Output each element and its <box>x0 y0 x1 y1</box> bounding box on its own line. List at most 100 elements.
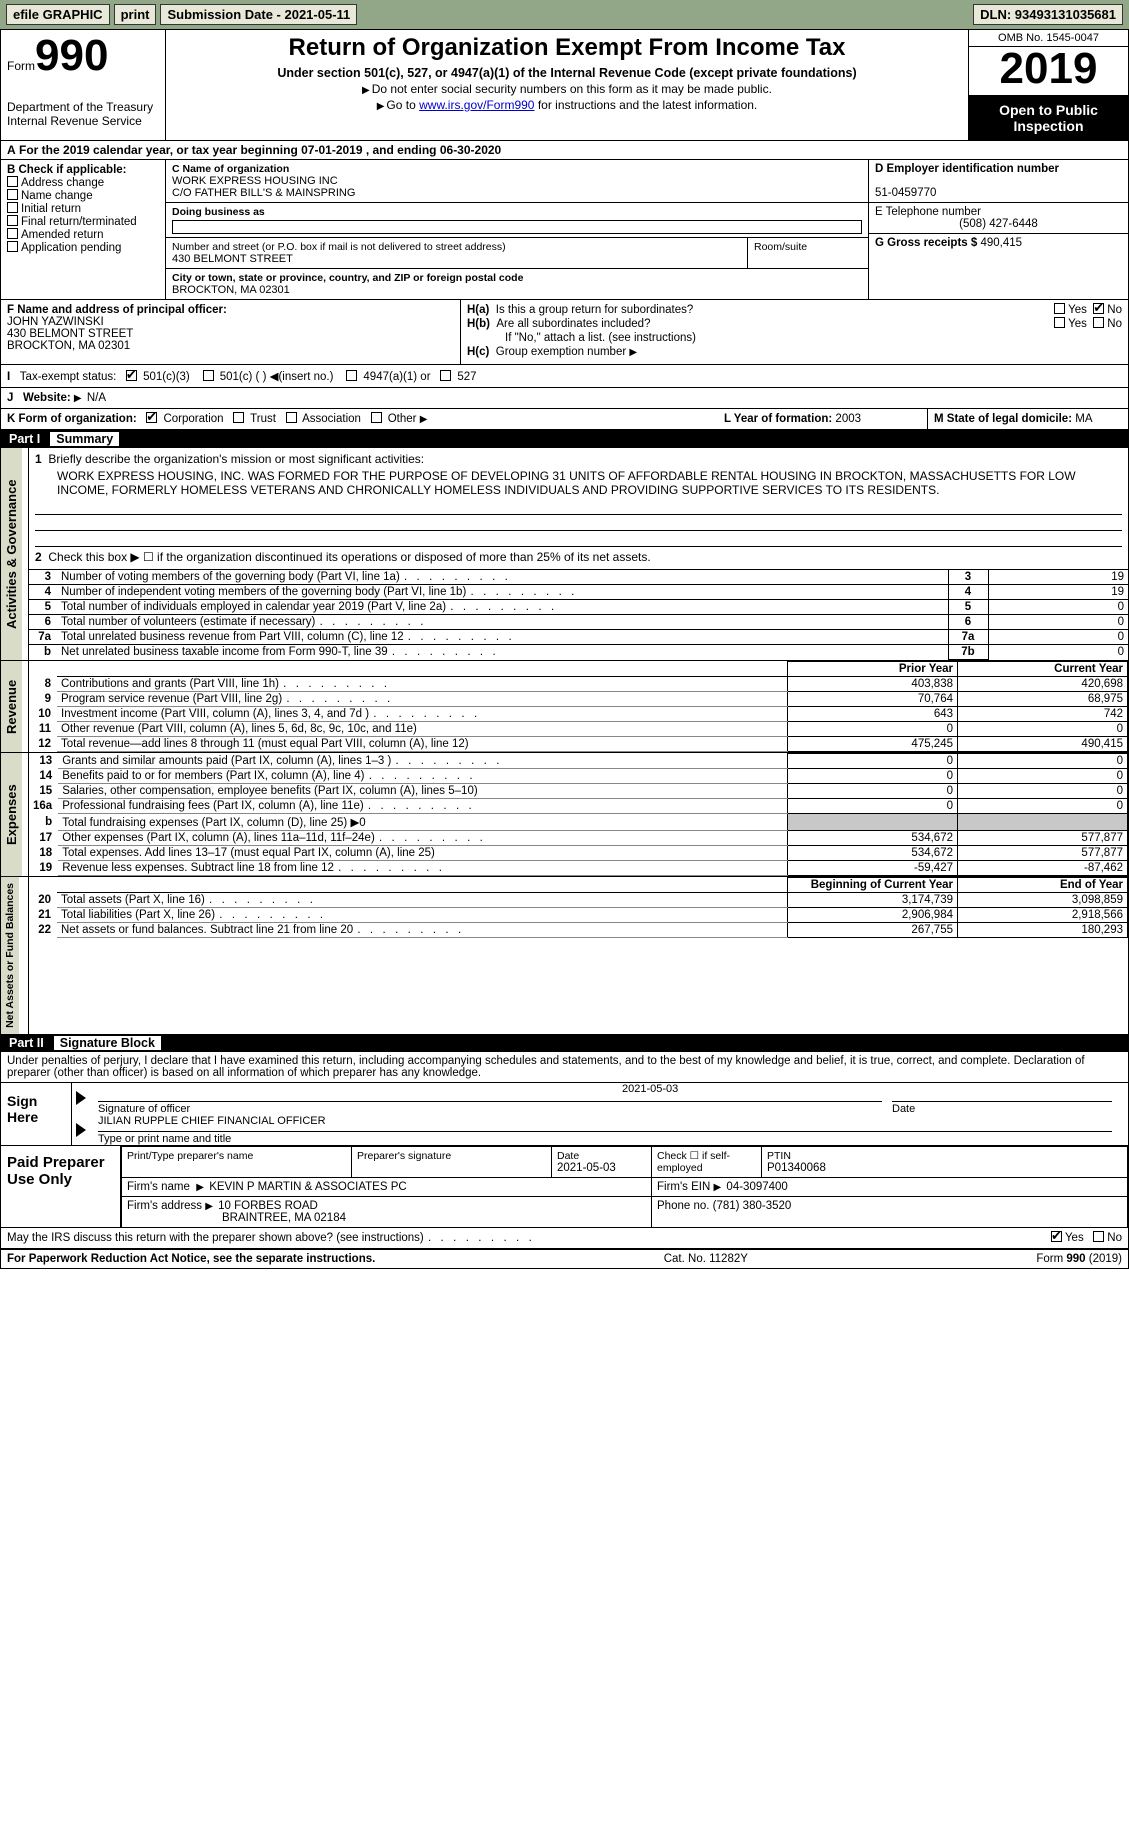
officer-name: JOHN YAZWINSKI <box>7 316 104 328</box>
open-to-public: Open to Public Inspection <box>969 96 1128 140</box>
year-formation: 2003 <box>835 413 861 425</box>
line-7b: Net unrelated business taxable income fr… <box>57 645 948 660</box>
cb-assoc[interactable] <box>286 412 297 423</box>
caret-icon <box>76 1123 86 1137</box>
print-button[interactable]: print <box>114 4 157 25</box>
cb-name-change[interactable] <box>7 189 18 200</box>
subtitle-2: Do not enter social security numbers on … <box>174 82 960 96</box>
sign-here-block: Sign Here Signature of officer Date 2021… <box>1 1082 1128 1145</box>
line-7a: Total unrelated business revenue from Pa… <box>57 630 948 645</box>
type-name-label: Type or print name and title <box>98 1131 1112 1145</box>
firm-addr1: 10 FORBES ROAD <box>218 1200 318 1212</box>
paid-preparer-label: Paid Preparer Use Only <box>1 1146 121 1227</box>
box-h: H(a) Is this a group return for subordin… <box>461 300 1128 364</box>
cb-other[interactable] <box>371 412 382 423</box>
cb-501c[interactable] <box>203 370 214 381</box>
cb-address-change[interactable] <box>7 176 18 187</box>
officer-name-title: JILIAN RUPPLE CHIEF FINANCIAL OFFICER <box>92 1115 1128 1127</box>
dept-treasury: Department of the Treasury <box>7 100 159 114</box>
net-assets-table: Beginning of Current YearEnd of Year 20T… <box>29 877 1128 938</box>
box-b-header: B Check if applicable: <box>7 164 159 176</box>
header-title-block: Return of Organization Exempt From Incom… <box>166 30 968 140</box>
city-label: City or town, state or province, country… <box>172 272 523 284</box>
dba-value <box>172 220 862 234</box>
val-7a: 0 <box>988 630 1128 645</box>
cb-initial-return[interactable] <box>7 202 18 213</box>
box-f: F Name and address of principal officer:… <box>1 300 461 364</box>
dln-label: DLN: 93493131035681 <box>973 4 1123 25</box>
expenses-table: 13Grants and similar amounts paid (Part … <box>29 753 1128 876</box>
cb-501c3[interactable] <box>126 370 137 381</box>
gross-receipts-label: G Gross receipts $ <box>875 237 977 249</box>
form-number-block: Form990 Department of the Treasury Inter… <box>1 30 166 140</box>
tab-net-assets: Net Assets or Fund Balances <box>1 877 19 1034</box>
line-a-tax-year: A For the 2019 calendar year, or tax yea… <box>1 141 1128 160</box>
officer-signature-line: Signature of officer <box>98 1101 882 1115</box>
cb-amended[interactable] <box>7 228 18 239</box>
line-2-label: Check this box ▶ ☐ if the organization d… <box>48 550 650 564</box>
cb-ha-yes[interactable] <box>1054 303 1065 314</box>
preparer-table: Print/Type preparer's name Preparer's si… <box>121 1146 1128 1227</box>
cb-discuss-yes[interactable] <box>1051 1231 1062 1242</box>
tab-governance: Activities & Governance <box>1 448 22 660</box>
activities-governance: Activities & Governance 1 Briefly descri… <box>1 448 1128 661</box>
val-6: 0 <box>988 615 1128 630</box>
part-1-header: Part I Summary <box>1 430 1128 448</box>
form-title: Return of Organization Exempt From Incom… <box>174 34 960 62</box>
h-a-label: Is this a group return for subordinates? <box>496 304 694 316</box>
tab-expenses: Expenses <box>1 753 22 876</box>
footer-left: For Paperwork Reduction Act Notice, see … <box>7 1253 375 1265</box>
form-number: 990 <box>35 31 108 80</box>
cb-trust[interactable] <box>233 412 244 423</box>
line-3: Number of voting members of the governin… <box>57 570 948 585</box>
line-5: Total number of individuals employed in … <box>57 600 948 615</box>
officer-street: 430 BELMONT STREET <box>7 328 133 340</box>
efile-button[interactable]: efile GRAPHIC <box>6 4 110 25</box>
revenue-table: Prior YearCurrent Year 8Contributions an… <box>29 661 1128 752</box>
city-value: BROCKTON, MA 02301 <box>172 284 290 296</box>
cb-hb-yes[interactable] <box>1054 317 1065 328</box>
suite-label: Room/suite <box>754 241 807 253</box>
cb-app-pending[interactable] <box>7 241 18 252</box>
cb-final-return[interactable] <box>7 215 18 226</box>
h-c-label: Group exemption number <box>496 346 626 358</box>
paid-preparer-block: Paid Preparer Use Only Print/Type prepar… <box>1 1145 1128 1227</box>
tab-revenue: Revenue <box>1 661 22 752</box>
box-d-e-g: D Employer identification number 51-0459… <box>868 160 1128 299</box>
org-name-2: C/O FATHER BILL'S & MAINSPRING <box>172 187 355 199</box>
org-name-1: WORK EXPRESS HOUSING INC <box>172 175 338 187</box>
street-label: Number and street (or P.O. box if mail i… <box>172 241 506 253</box>
phone-value: (508) 427-6448 <box>875 218 1122 230</box>
section-b-c-d: B Check if applicable: Address change Na… <box>1 160 1128 300</box>
discuss-row: May the IRS discuss this return with the… <box>1 1227 1128 1249</box>
form-990: Form990 Department of the Treasury Inter… <box>0 29 1129 1269</box>
cb-hb-no[interactable] <box>1093 317 1104 328</box>
gross-receipts-value: 490,415 <box>980 237 1022 249</box>
val-3: 19 <box>988 570 1128 585</box>
part-2-header: Part II Signature Block <box>1 1034 1128 1052</box>
org-name-label: C Name of organization <box>172 163 289 175</box>
signature-declaration: Under penalties of perjury, I declare th… <box>1 1052 1128 1082</box>
cb-ha-no[interactable] <box>1093 303 1104 314</box>
form-header: Form990 Department of the Treasury Inter… <box>1 30 1128 141</box>
line-4: Number of independent voting members of … <box>57 585 948 600</box>
cb-527[interactable] <box>440 370 451 381</box>
cb-4947[interactable] <box>346 370 357 381</box>
mission-text: WORK EXPRESS HOUSING, INC. WAS FORMED FO… <box>35 467 1122 499</box>
line-6: Total number of volunteers (estimate if … <box>57 615 948 630</box>
form990-link[interactable]: www.irs.gov/Form990 <box>419 98 534 112</box>
box-k-l-m: K Form of organization: Corporation Trus… <box>1 409 1128 430</box>
governance-table: 3Number of voting members of the governi… <box>29 569 1128 660</box>
box-c: C Name of organization WORK EXPRESS HOUS… <box>166 160 868 299</box>
val-5: 0 <box>988 600 1128 615</box>
ein-value: 51-0459770 <box>875 187 936 199</box>
net-assets-section: Net Assets or Fund Balances Beginning of… <box>1 877 1128 1034</box>
dba-label: Doing business as <box>172 206 265 218</box>
firm-addr2: BRAINTREE, MA 02184 <box>127 1212 346 1224</box>
firm-name: KEVIN P MARTIN & ASSOCIATES PC <box>209 1181 406 1193</box>
section-f-h: F Name and address of principal officer:… <box>1 300 1128 365</box>
cb-discuss-no[interactable] <box>1093 1231 1104 1242</box>
footer-cat: Cat. No. 11282Y <box>664 1253 748 1265</box>
cb-corp[interactable] <box>146 412 157 423</box>
form-word: Form <box>7 59 35 73</box>
